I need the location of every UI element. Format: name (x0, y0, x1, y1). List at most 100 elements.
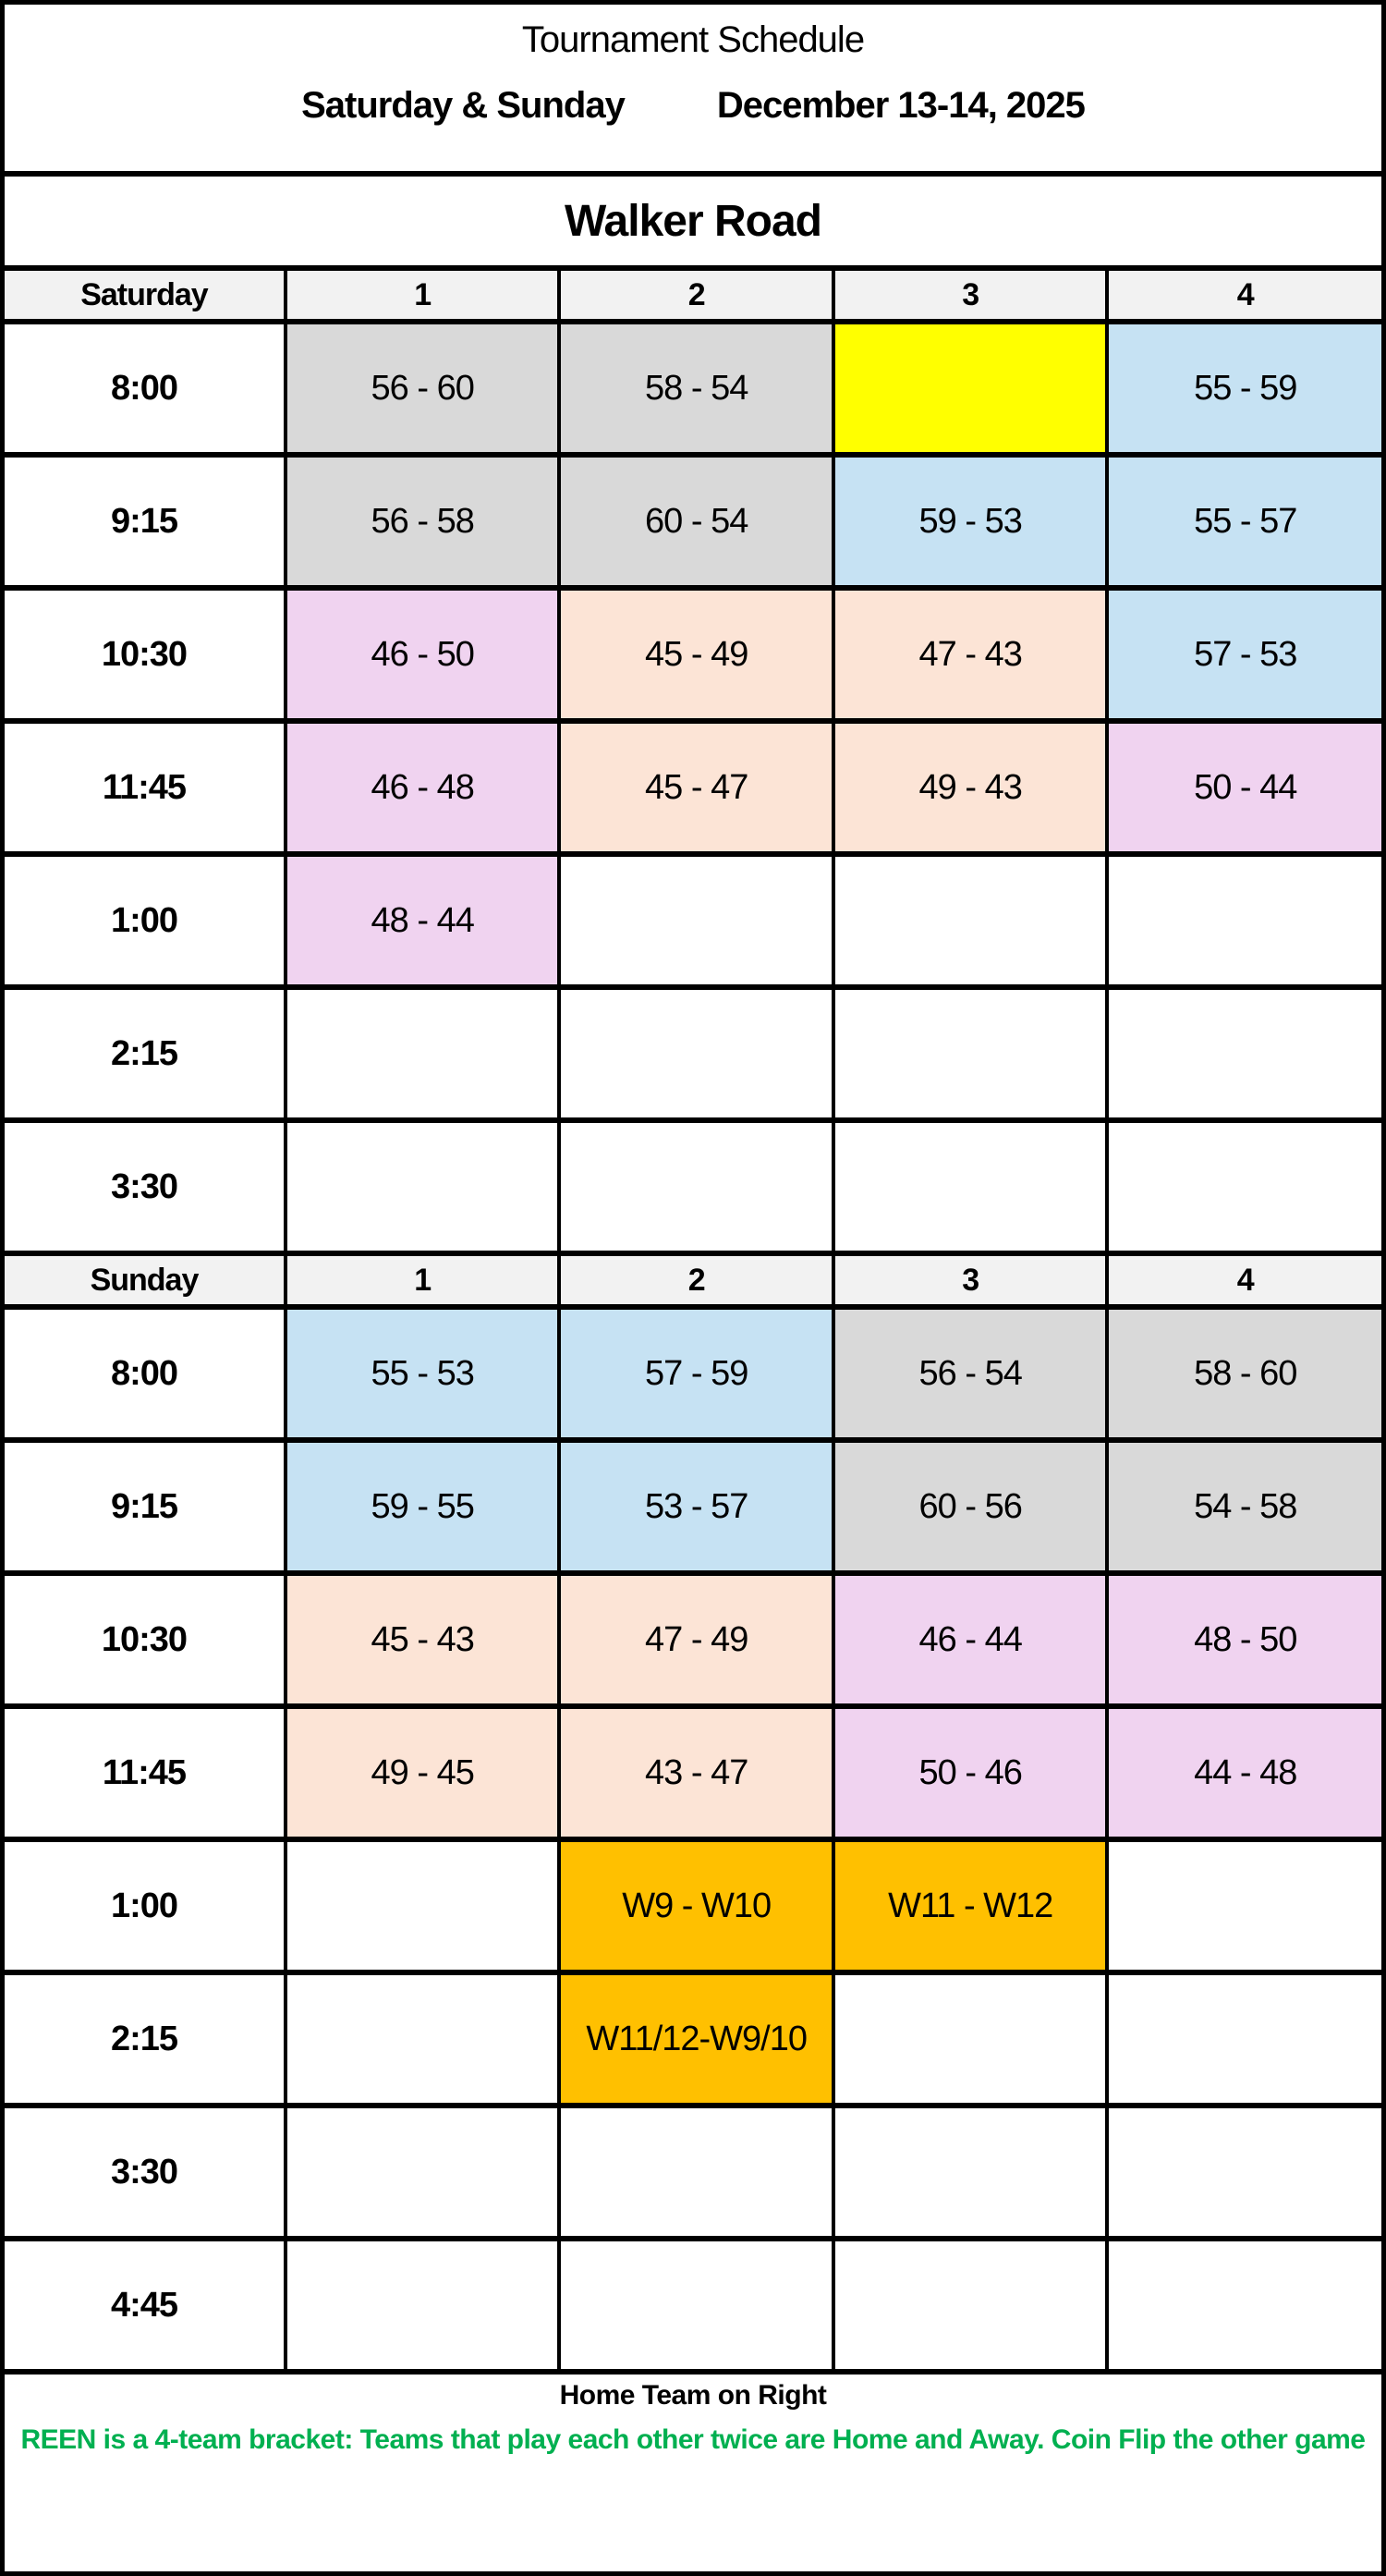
game-cell: 50 - 44 (1105, 718, 1381, 857)
time-label: 11:45 (5, 1703, 287, 1842)
court-number-label: 2 (557, 265, 835, 324)
schedule-row: 1:00 48 - 44 (5, 851, 1381, 990)
time-label: 11:45 (5, 718, 287, 857)
game-cell (1105, 851, 1381, 990)
game-cell: 55 - 59 (1105, 319, 1381, 458)
game-cell: 56 - 58 (283, 452, 562, 591)
time-label: 10:30 (5, 1570, 287, 1709)
game-cell: W11 - W12 (831, 1837, 1110, 1975)
game-cell: 54 - 58 (1105, 1437, 1381, 1576)
game-cell (1105, 2103, 1381, 2241)
schedule-row: 8:00 55 - 53 57 - 59 56 - 54 58 - 60 (5, 1304, 1381, 1443)
game-cell (557, 2103, 835, 2241)
time-label: 3:30 (5, 2103, 287, 2241)
game-cell (283, 2103, 562, 2241)
game-cell: 55 - 57 (1105, 452, 1381, 591)
game-cell (1105, 1970, 1381, 2108)
game-cell: 60 - 56 (831, 1437, 1110, 1576)
game-cell (557, 984, 835, 1123)
bracket-note: REEN is a 4-team bracket: Teams that pla… (20, 2424, 1367, 2455)
day-header-row: Saturday 1 2 3 4 (5, 265, 1381, 324)
game-cell (283, 1837, 562, 1975)
game-cell: 45 - 47 (557, 718, 835, 857)
schedule-row: 11:45 49 - 45 43 - 47 50 - 46 44 - 48 (5, 1703, 1381, 1842)
game-cell: 43 - 47 (557, 1703, 835, 1842)
court-number-label: 1 (283, 1251, 562, 1310)
game-cell: 46 - 48 (283, 718, 562, 857)
game-cell: 60 - 54 (557, 452, 835, 591)
court-number-label: 4 (1105, 265, 1381, 324)
day-label: Saturday (5, 265, 287, 324)
game-cell (557, 851, 835, 990)
game-cell: 59 - 55 (283, 1437, 562, 1576)
game-cell: 47 - 49 (557, 1570, 835, 1709)
game-cell (283, 1970, 562, 2108)
game-cell: 50 - 46 (831, 1703, 1110, 1842)
game-cell: 47 - 43 (831, 585, 1110, 724)
game-cell: W9 - W10 (557, 1837, 835, 1975)
court-number-label: 2 (557, 1251, 835, 1310)
game-cell (831, 1117, 1110, 1256)
time-label: 4:45 (5, 2236, 287, 2375)
schedule-row: 1:00 W9 - W10 W11 - W12 (5, 1837, 1381, 1975)
day-header-row: Sunday 1 2 3 4 (5, 1251, 1381, 1310)
subtitle: Saturday & Sunday December 13-14, 2025 (301, 85, 1086, 127)
schedule-row: 2:15 (5, 984, 1381, 1123)
game-cell (557, 1117, 835, 1256)
schedule-row: 11:45 46 - 48 45 - 47 49 - 43 50 - 44 (5, 718, 1381, 857)
schedule-row: 4:45 (5, 2236, 1381, 2375)
game-cell (1105, 2236, 1381, 2375)
court-number-label: 4 (1105, 1251, 1381, 1310)
game-cell: 56 - 60 (283, 319, 562, 458)
game-cell (557, 2236, 835, 2375)
schedule-row: 10:30 45 - 43 47 - 49 46 - 44 48 - 50 (5, 1570, 1381, 1709)
schedule-row: 8:00 56 - 60 58 - 54 55 - 59 (5, 319, 1381, 458)
time-label: 9:15 (5, 1437, 287, 1576)
game-cell (831, 1970, 1110, 2108)
game-cell (831, 851, 1110, 990)
schedule-row: 9:15 56 - 58 60 - 54 59 - 53 55 - 57 (5, 452, 1381, 591)
game-cell: W11/12-W9/10 (557, 1970, 835, 2108)
home-team-note: Home Team on Right (559, 2380, 827, 2411)
game-cell (283, 1117, 562, 1256)
game-cell: 46 - 44 (831, 1570, 1110, 1709)
game-cell (1105, 984, 1381, 1123)
game-cell: 49 - 43 (831, 718, 1110, 857)
game-cell: 45 - 49 (557, 585, 835, 724)
game-cell (1105, 1117, 1381, 1256)
game-cell (831, 2103, 1110, 2241)
game-cell: 57 - 53 (1105, 585, 1381, 724)
game-cell (283, 984, 562, 1123)
game-cell: 46 - 50 (283, 585, 562, 724)
venue-block: Walker Road (5, 177, 1381, 265)
game-cell: 55 - 53 (283, 1304, 562, 1443)
game-cell: 53 - 57 (557, 1437, 835, 1576)
time-label: 2:15 (5, 1970, 287, 2108)
game-cell (831, 984, 1110, 1123)
game-cell (831, 319, 1110, 458)
game-cell (1105, 1837, 1381, 1975)
game-cell: 44 - 48 (1105, 1703, 1381, 1842)
time-label: 2:15 (5, 984, 287, 1123)
court-number-label: 3 (831, 265, 1110, 324)
game-cell: 48 - 50 (1105, 1570, 1381, 1709)
schedule-body: Saturday 1 2 3 4 8:00 56 - 60 58 - 54 55 - 59 9:1… (5, 265, 1381, 2375)
footer-block: Home Team on Right REEN is a 4-team brac… (5, 2375, 1381, 2571)
days-label: Saturday & Sunday (301, 85, 626, 126)
game-cell: 58 - 54 (557, 319, 835, 458)
game-cell: 58 - 60 (1105, 1304, 1381, 1443)
venue-name: Walker Road (565, 196, 822, 246)
time-label: 1:00 (5, 851, 287, 990)
day-label: Sunday (5, 1251, 287, 1310)
schedule-row: 10:30 46 - 50 45 - 49 47 - 43 57 - 53 (5, 585, 1381, 724)
time-label: 8:00 (5, 1304, 287, 1443)
court-number-label: 3 (831, 1251, 1110, 1310)
time-label: 1:00 (5, 1837, 287, 1975)
game-cell: 49 - 45 (283, 1703, 562, 1842)
game-cell (831, 2236, 1110, 2375)
schedule-row: 9:15 59 - 55 53 - 57 60 - 56 54 - 58 (5, 1437, 1381, 1576)
time-label: 10:30 (5, 585, 287, 724)
schedule-row: 3:30 (5, 2103, 1381, 2241)
title-block: Tournament Schedule Saturday & Sunday De… (5, 5, 1381, 177)
